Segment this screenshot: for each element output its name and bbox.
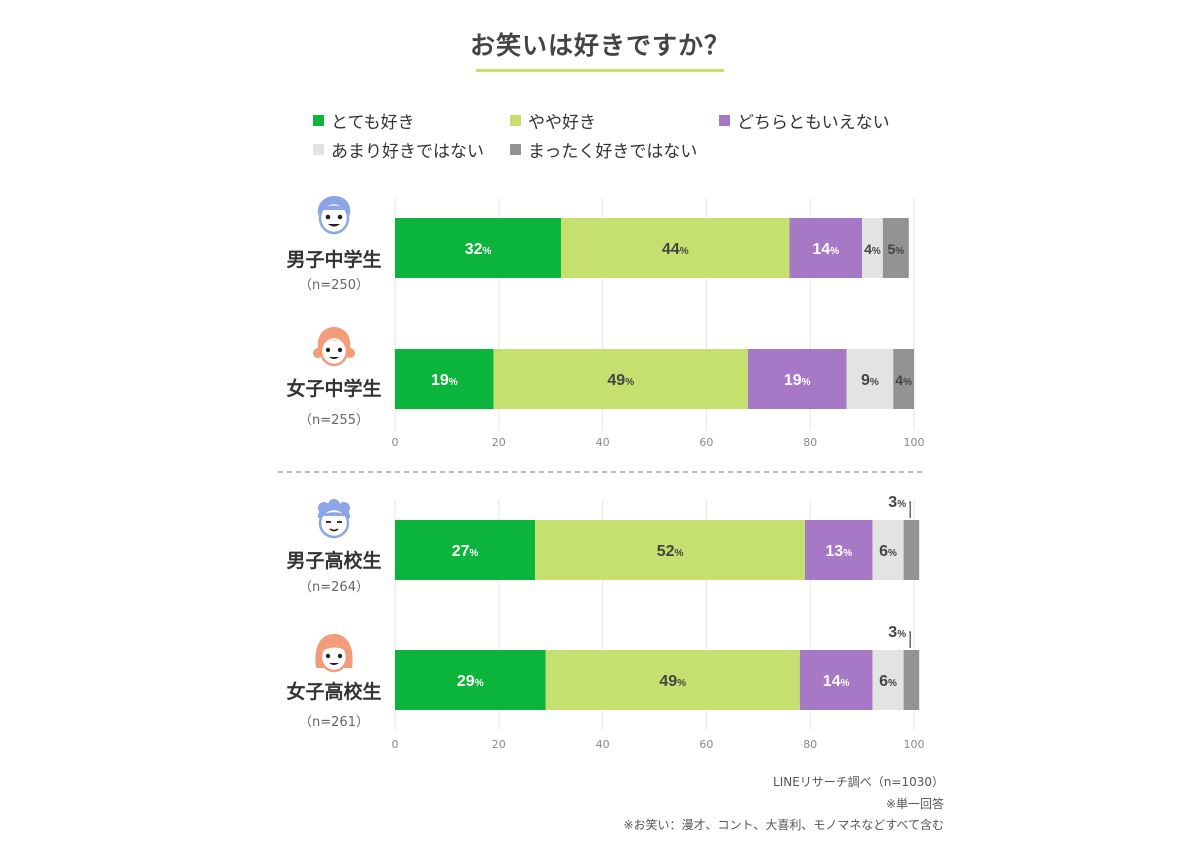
data-label: 5% (887, 241, 904, 257)
boy-curly-hair-icon (317, 499, 351, 539)
bar-segment (395, 650, 546, 710)
x-tick-label: 40 (596, 738, 610, 751)
legend-label-1: とても好き (331, 113, 415, 133)
boy-short-hair-icon (317, 196, 351, 235)
legend-label-5: まったく好きではない (528, 142, 698, 162)
data-label: 14% (823, 673, 850, 690)
callout-line (909, 631, 911, 648)
x-tick-label: 0 (392, 436, 399, 449)
data-label: 3% (888, 624, 906, 641)
data-label: 13% (825, 543, 852, 560)
girl-pigtails-icon (313, 327, 355, 367)
bar-segment (747, 349, 847, 409)
bar-segment (846, 349, 894, 409)
bar-segment (799, 650, 873, 710)
bar-segment (561, 218, 790, 278)
legend-item-2: やや好き (510, 108, 596, 133)
x-tick-label: 40 (596, 436, 610, 449)
x-tick-label: 60 (699, 436, 713, 449)
bar-segment (882, 218, 909, 278)
group-n-4: （n=261） (299, 715, 369, 730)
girl-long-hair-icon (315, 634, 353, 673)
data-label: 29% (457, 673, 484, 690)
legend-label-2: やや好き (528, 113, 596, 133)
legend-item-4: あまり好きではない (313, 137, 484, 162)
x-tick-label: 80 (803, 738, 817, 751)
data-label: 44% (662, 241, 689, 258)
group-label-1: 男子中学生 (286, 249, 382, 271)
data-label: 9% (861, 372, 879, 389)
data-label: 32% (465, 241, 492, 258)
bar-segment (493, 349, 748, 409)
bar-segment (395, 349, 494, 409)
data-label: 49% (607, 372, 634, 389)
data-label: 27% (452, 543, 479, 560)
x-tick-label: 20 (492, 436, 506, 449)
group-n-2: （n=255） (299, 413, 369, 428)
bar-segment (545, 650, 800, 710)
x-tick-label: 80 (803, 436, 817, 449)
bar-segment (903, 650, 920, 710)
title-underline (476, 69, 724, 72)
data-label: 4% (895, 372, 912, 388)
x-tick-label: 20 (492, 738, 506, 751)
data-label: 6% (879, 543, 897, 560)
bar-segment (395, 520, 536, 580)
legend-swatch-1 (313, 115, 324, 126)
data-label: 3% (888, 494, 906, 511)
x-tick-label: 100 (904, 738, 925, 751)
bar-segment (805, 520, 873, 580)
x-tick-label: 60 (699, 738, 713, 751)
bar-segment (862, 218, 883, 278)
data-label: 52% (657, 543, 684, 560)
bar-segment (395, 218, 562, 278)
group-label-3: 男子高校生 (286, 550, 382, 572)
x-tick-label: 0 (392, 738, 399, 751)
data-label: 4% (864, 241, 881, 257)
bar-segment (872, 650, 904, 710)
data-label: 6% (879, 673, 897, 690)
data-label: 49% (659, 673, 686, 690)
x-tick-label: 100 (904, 436, 925, 449)
footnote-single-answer: ※単一回答 (885, 797, 944, 811)
data-label: 19% (784, 372, 811, 389)
legend-item-5: まったく好きではない (510, 137, 697, 162)
legend-item-1: とても好き (313, 108, 415, 133)
group-label-2: 女子中学生 (286, 378, 382, 400)
source-note: LINEリサーチ調べ（n=1030） (773, 775, 944, 789)
bar-segment (535, 520, 806, 580)
footnote-definition: ※お笑い：漫才、コント、大喜利、モノマネなどすべて含む (623, 818, 945, 832)
bar-segment (903, 520, 920, 580)
bar-segment (872, 520, 904, 580)
page-title: お笑いは好きですか？ (469, 31, 730, 60)
data-label: 19% (431, 372, 458, 389)
group-label-4: 女子高校生 (286, 681, 382, 703)
group-n-1: （n=250） (299, 278, 369, 293)
legend-label-3: どちらともいえない (737, 113, 890, 133)
callout-line (909, 501, 911, 518)
bar-segment (789, 218, 863, 278)
data-label: 14% (812, 241, 839, 258)
legend-swatch-4 (313, 144, 324, 155)
legend-item-3: どちらともいえない (719, 108, 890, 133)
legend-swatch-3 (719, 115, 730, 126)
bar-segment (893, 349, 914, 409)
legend-swatch-2 (510, 115, 521, 126)
legend-label-4: あまり好きではない (331, 142, 484, 162)
group-n-3: （n=264） (299, 580, 369, 595)
legend-swatch-5 (510, 144, 521, 155)
